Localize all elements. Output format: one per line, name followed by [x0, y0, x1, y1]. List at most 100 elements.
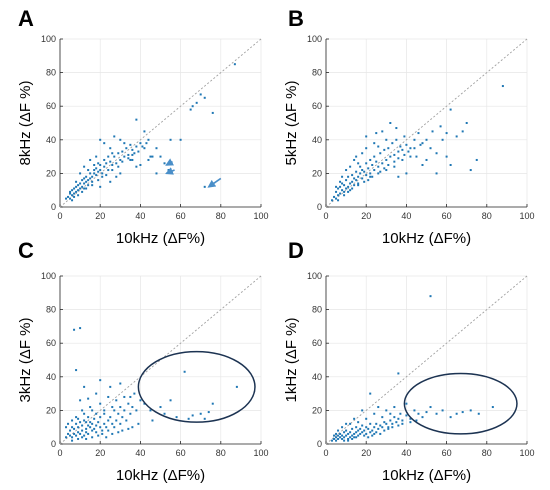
data-point: [115, 175, 118, 178]
data-point: [429, 147, 432, 150]
y-tick-label: 20: [46, 168, 56, 178]
y-tick-label: 80: [46, 305, 56, 315]
panel-letter: D: [288, 238, 304, 263]
x-tick-label: 60: [176, 211, 186, 221]
data-point: [333, 195, 336, 198]
data-point: [351, 427, 354, 430]
data-point: [115, 419, 118, 422]
data-point: [399, 412, 402, 415]
data-point: [365, 147, 368, 150]
data-point: [135, 409, 138, 412]
data-point: [77, 184, 80, 187]
data-point: [83, 182, 86, 185]
data-point: [501, 85, 504, 88]
data-point: [435, 152, 438, 155]
data-point: [95, 431, 98, 434]
data-point: [413, 409, 416, 412]
data-point: [103, 409, 106, 412]
data-point: [377, 427, 380, 430]
data-point: [143, 147, 146, 150]
data-point: [71, 419, 74, 422]
data-point: [365, 174, 368, 177]
data-point: [389, 155, 392, 158]
data-point: [351, 437, 354, 440]
data-point: [413, 147, 416, 150]
data-point: [91, 429, 94, 432]
data-point: [357, 434, 360, 437]
data-point: [389, 122, 392, 124]
data-point: [371, 429, 374, 432]
data-point: [103, 142, 106, 145]
data-point: [79, 187, 82, 190]
data-point: [381, 416, 384, 419]
data-point: [83, 385, 86, 388]
data-point: [113, 409, 116, 412]
data-point: [103, 422, 106, 425]
data-point: [65, 197, 68, 200]
data-point: [89, 406, 92, 409]
y-tick-label: 100: [41, 271, 56, 281]
data-point: [337, 429, 340, 432]
data-point: [73, 192, 76, 195]
data-point: [445, 132, 448, 135]
data-point: [207, 411, 210, 414]
data-point: [337, 434, 340, 437]
data-point: [191, 105, 194, 108]
data-point: [87, 432, 90, 435]
data-point: [77, 426, 80, 429]
data-point: [397, 417, 400, 420]
data-point: [119, 172, 122, 175]
data-point: [355, 436, 358, 439]
data-point: [81, 436, 84, 439]
data-point: [65, 426, 68, 429]
data-point: [417, 412, 420, 415]
data-point: [333, 437, 336, 440]
data-point: [77, 417, 80, 420]
x-tick-label: 20: [361, 211, 371, 221]
data-point: [365, 426, 368, 429]
data-point: [373, 155, 376, 158]
data-point: [75, 180, 78, 183]
x-tick-label: 40: [135, 211, 145, 221]
data-point: [409, 155, 412, 158]
x-tick-label: 80: [482, 448, 492, 458]
data-point: [101, 172, 104, 175]
data-point: [111, 152, 114, 155]
data-point: [339, 432, 342, 435]
data-point: [455, 135, 458, 138]
data-point: [113, 135, 116, 138]
data-point: [425, 158, 428, 161]
data-point: [377, 172, 380, 175]
data-point: [345, 187, 348, 190]
x-tick-label: 80: [216, 448, 226, 458]
x-tick-label: 20: [95, 448, 105, 458]
data-point: [121, 160, 124, 163]
identity-line: [59, 38, 262, 208]
data-point: [89, 421, 92, 424]
data-point: [119, 138, 122, 141]
annotation-arrow: [165, 167, 175, 175]
data-point: [345, 434, 348, 437]
data-point: [79, 172, 82, 175]
y-tick-label: 80: [312, 68, 322, 78]
data-point: [389, 419, 392, 422]
data-point: [83, 165, 86, 168]
data-point: [103, 412, 106, 415]
data-point: [73, 432, 76, 435]
data-point: [429, 406, 432, 409]
y-tick-label: 60: [312, 101, 322, 111]
data-point: [95, 155, 98, 158]
data-point: [353, 436, 356, 439]
data-point: [331, 199, 334, 202]
data-point: [361, 177, 364, 180]
highlight-ellipse: [137, 350, 256, 423]
data-point: [429, 295, 432, 298]
data-point: [71, 436, 74, 439]
data-point: [343, 190, 346, 193]
data-point: [113, 155, 116, 158]
x-tick-label: 40: [135, 448, 145, 458]
data-point: [475, 158, 478, 161]
data-point: [461, 411, 464, 414]
y-tick-label: 100: [307, 271, 322, 281]
data-point: [461, 130, 464, 133]
